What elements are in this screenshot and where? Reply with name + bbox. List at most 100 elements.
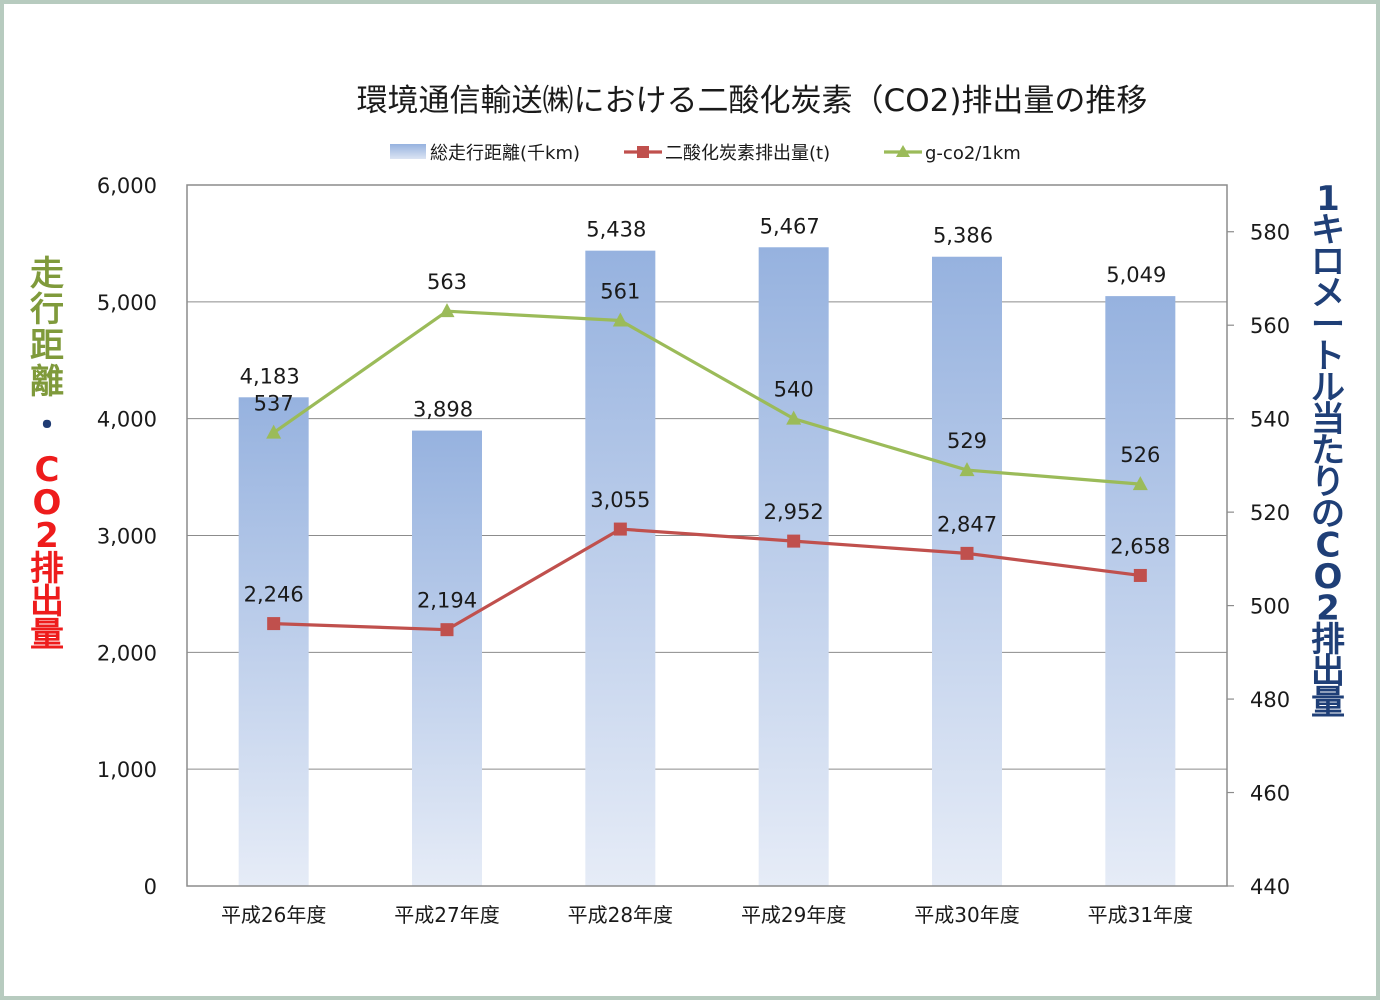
legend-label-g-co2: g-co2/1km: [925, 143, 1021, 164]
bar-value-label: 5,438: [586, 218, 646, 242]
right-axis-title-char: た: [1311, 431, 1345, 471]
data-labels: 4,183 3,898 5,438 5,467 5,386 5,049 2,246 2,194…: [240, 214, 1171, 612]
right-axis-title-char: 当: [1311, 400, 1345, 440]
g-co2-value-label: 526: [1120, 443, 1160, 467]
right-axis-title-char: ロ: [1311, 242, 1345, 282]
bar: [412, 430, 482, 886]
g-co2-marker: [959, 462, 975, 477]
co2-value-label: 3,055: [590, 488, 650, 512]
co2-value-label: 2,658: [1110, 534, 1170, 558]
left-axis-title-separator: ・: [30, 406, 64, 446]
g-co2-marker: [439, 303, 455, 318]
bar: [932, 256, 1002, 886]
bar-value-label: 5,049: [1106, 263, 1166, 287]
left-tick-label: 4,000: [97, 408, 157, 432]
left-tick-label: 5,000: [97, 291, 157, 315]
right-axis-title-char: 出: [1311, 652, 1345, 692]
co2-marker: [1133, 568, 1147, 582]
right-axis-title-char: 量: [1311, 683, 1345, 723]
left-axis-title-distance-char: 距: [30, 326, 64, 366]
left-tick-label: 0: [144, 875, 157, 899]
bar-value-label: 3,898: [413, 398, 473, 422]
chart-title: 環境通信輸送㈱における二酸化炭素（CO2)排出量の推移: [357, 83, 1148, 119]
co2-value-label: 2,952: [764, 500, 824, 524]
legend-swatch-co2-marker: [637, 146, 649, 158]
right-axis-title-char: C: [1316, 526, 1341, 566]
left-tick-label: 1,000: [97, 758, 157, 782]
legend-label-co2: 二酸化炭素排出量(t): [665, 143, 830, 164]
left-tick-label: 2,000: [97, 641, 157, 665]
co2-value-label: 2,246: [244, 583, 304, 607]
co2-marker: [440, 623, 454, 637]
left-axis-title-co2-char: O: [33, 483, 62, 523]
g-co2-value-label: 529: [947, 429, 987, 453]
right-axis-title-char: り: [1311, 463, 1345, 503]
right-tick-label: 480: [1250, 688, 1290, 712]
left-axis-title-co2-char: 出: [30, 582, 64, 622]
co2-marker: [267, 617, 281, 631]
category-label: 平成30年度: [914, 903, 1019, 927]
right-axis-title-char: キ: [1311, 211, 1345, 251]
left-axis-title-co2-char: 2: [35, 516, 59, 556]
legend-label-distance: 総走行距離(千km): [430, 143, 580, 164]
left-axis-title-co2-char: 排: [30, 549, 64, 589]
bar: [585, 250, 656, 886]
line-series: [266, 303, 1148, 637]
right-axis-title-char: の: [1311, 494, 1345, 534]
right-axis-title-char: 2: [1316, 589, 1340, 629]
right-axis-title-char: 排: [1311, 620, 1345, 660]
bar: [1105, 296, 1176, 886]
category-axis: 平成26年度 平成27年度 平成28年度 平成29年度 平成30年度 平成31年度: [221, 903, 1193, 927]
bar-value-label: 5,467: [760, 214, 820, 238]
left-axis-ticks: 0 1,000 2,000 3,000 4,000 5,000 6,000: [97, 174, 157, 899]
right-axis-title-char: 1: [1316, 179, 1340, 219]
co2-marker: [613, 522, 627, 536]
left-tick-label: 3,000: [97, 525, 157, 549]
bar: [758, 247, 829, 887]
co2-marker: [960, 546, 974, 560]
plot-area-border: [186, 184, 1228, 887]
left-axis-title-distance-char: 行: [30, 290, 64, 330]
right-axis-title-char: ー: [1311, 305, 1345, 345]
right-tick-label: 580: [1250, 221, 1290, 245]
co2-marker: [787, 534, 801, 548]
co2-line: [273, 527, 1141, 632]
legend: 総走行距離(千km) 二酸化炭素排出量(t) g-co2/1km: [390, 143, 1021, 164]
g-co2-marker: [612, 312, 628, 327]
category-label: 平成26年度: [221, 903, 326, 927]
legend-swatch-g-marker: [896, 145, 910, 157]
bar: [238, 397, 309, 886]
right-tick-label: 520: [1250, 501, 1290, 525]
co2-value-label: 2,847: [937, 512, 997, 536]
bar-value-label: 4,183: [240, 364, 300, 388]
g-co2-marker: [1132, 476, 1148, 491]
right-axis-title-char: ト: [1311, 337, 1345, 377]
g-co2-marker: [786, 410, 802, 425]
left-axis-title-co2-char: 量: [30, 615, 64, 655]
left-axis-title-distance-char: 離: [30, 362, 64, 402]
g-co2-line: [272, 309, 1141, 486]
right-axis-ticks: 440 460 480 500 520 540 560 580: [1227, 221, 1290, 899]
right-tick-label: 540: [1250, 408, 1290, 432]
right-axis-title-char: メ: [1311, 274, 1345, 314]
category-label: 平成29年度: [741, 903, 846, 927]
left-axis-title-distance-char: 走: [30, 254, 64, 294]
category-label: 平成28年度: [568, 903, 673, 927]
category-label: 平成27年度: [394, 903, 499, 927]
right-tick-label: 440: [1250, 875, 1290, 899]
co2-value-label: 2,194: [417, 589, 477, 613]
g-co2-value-label: 540: [774, 378, 814, 402]
category-label: 平成31年度: [1088, 903, 1193, 927]
right-tick-label: 460: [1250, 782, 1290, 806]
left-tick-label: 6,000: [97, 174, 157, 198]
right-axis-title-char: ル: [1311, 368, 1345, 408]
right-tick-label: 560: [1250, 314, 1290, 338]
g-co2-marker: [266, 424, 282, 439]
g-co2-value-label: 537: [254, 392, 294, 416]
g-co2-value-label: 561: [600, 280, 640, 304]
g-co2-value-label: 563: [427, 270, 467, 294]
bar-value-label: 5,386: [933, 224, 993, 248]
